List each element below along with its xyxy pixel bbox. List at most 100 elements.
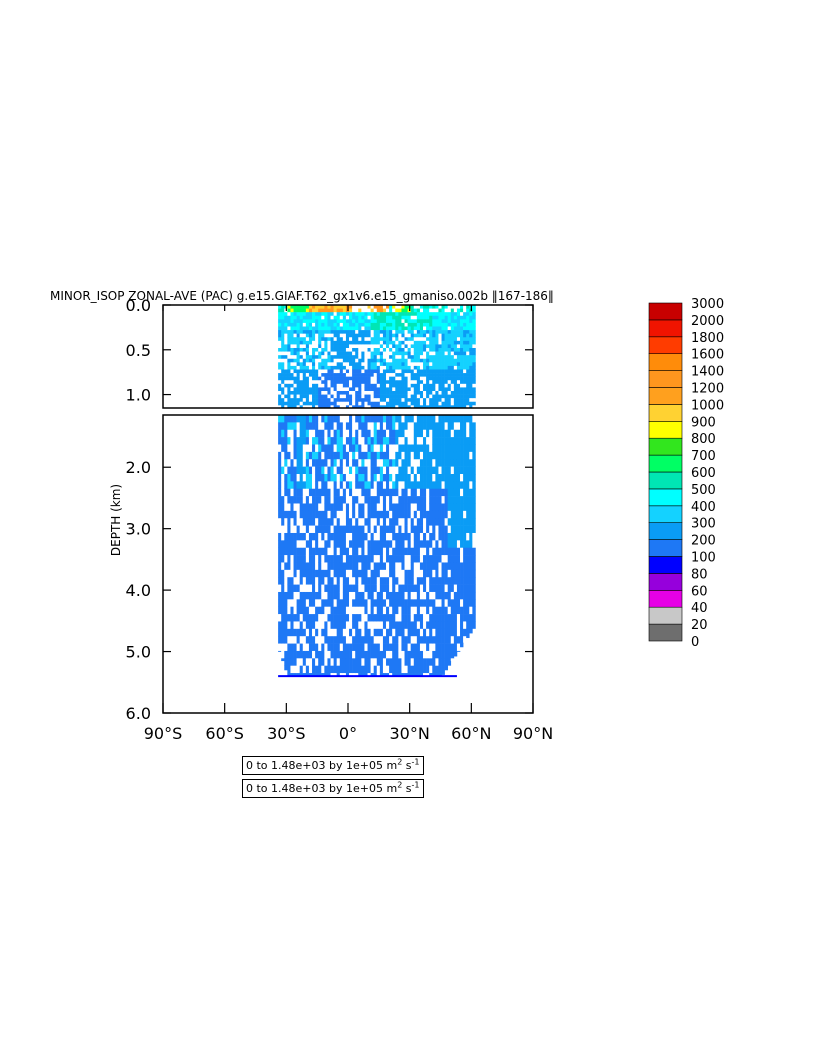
field-cell [416, 362, 421, 367]
field-cell [447, 373, 452, 377]
field-cell [278, 347, 282, 352]
field-cell [435, 405, 439, 408]
field-cell [296, 466, 300, 475]
field-cell [453, 362, 458, 367]
field-cell [345, 326, 350, 331]
field-cell [463, 380, 467, 385]
field-cell [342, 569, 347, 578]
field-cell [308, 473, 313, 482]
field-cell [456, 415, 461, 423]
field-cell [466, 362, 470, 367]
field-cell [398, 383, 402, 388]
field-cell [447, 496, 452, 504]
field-cell [423, 319, 427, 324]
field-cell [450, 466, 455, 475]
field-cell [416, 496, 421, 504]
field-cell [358, 315, 362, 320]
field-cell [339, 401, 344, 406]
field-cell [453, 643, 458, 652]
field-cell [404, 518, 408, 526]
field-cell [290, 376, 294, 381]
field-cell [349, 599, 353, 607]
field-cell [456, 308, 461, 313]
field-cell [299, 577, 304, 585]
field-cell [382, 308, 387, 313]
field-cell [416, 373, 421, 377]
field-cell [364, 326, 368, 331]
field-cell [336, 591, 341, 600]
field-cell [423, 584, 427, 593]
field-cell [438, 488, 442, 497]
field-cell [278, 405, 282, 408]
field-cell [373, 532, 378, 541]
field-cell [423, 532, 427, 541]
field-cell [364, 488, 368, 497]
field-cell [333, 305, 337, 309]
colorbar-label: 80 [691, 567, 708, 582]
field-cell [305, 532, 310, 541]
field-cell [345, 351, 350, 356]
field-cell [407, 481, 411, 490]
field-cell [345, 518, 350, 526]
field-cell [435, 562, 439, 571]
field-cell [463, 496, 467, 504]
field-cell [364, 308, 368, 313]
field-cell [423, 599, 427, 607]
field-cell [460, 330, 464, 334]
field-cell [324, 322, 328, 327]
field-cell [376, 351, 381, 356]
field-cell [426, 333, 430, 338]
field-cell [339, 584, 344, 593]
field-cell [302, 308, 307, 313]
field-cell [345, 614, 350, 622]
field-cell [308, 562, 313, 571]
field-cell [336, 628, 341, 637]
field-cell [435, 525, 439, 534]
field-cell [370, 312, 374, 317]
field-cell [364, 333, 368, 338]
field-cell [330, 599, 334, 607]
field-cell [321, 658, 325, 666]
field-cell [321, 510, 325, 519]
field-cell [278, 459, 282, 467]
field-cell [339, 319, 344, 324]
field-cell [308, 628, 313, 637]
field-cell [376, 405, 381, 408]
field-cell [463, 319, 467, 324]
field-cell [435, 365, 439, 370]
field-cell [305, 650, 310, 659]
field-cell [290, 383, 294, 388]
field-cell [472, 315, 476, 320]
field-cell [290, 308, 294, 313]
field-cell [318, 390, 322, 395]
field-cell [447, 312, 452, 317]
field-cell [361, 369, 365, 374]
field-cell [429, 326, 433, 331]
field-cell [333, 547, 337, 556]
field-cell [308, 333, 313, 338]
field-cell [278, 606, 282, 615]
field-cell [435, 488, 439, 497]
field-cell [463, 355, 467, 360]
field-cell [413, 369, 418, 374]
field-cell [435, 319, 439, 324]
field-cell [278, 394, 282, 399]
field-cell [398, 429, 402, 438]
field-cell [308, 665, 313, 674]
field-cell [376, 636, 381, 644]
field-cell [333, 555, 337, 563]
field-cell [389, 503, 393, 512]
field-cell [466, 355, 470, 360]
field-cell [438, 481, 442, 490]
field-cell [386, 540, 390, 549]
field-cell [401, 401, 405, 406]
field-cell [395, 319, 399, 324]
field-cell [419, 344, 424, 349]
field-cell [312, 401, 316, 406]
field-cell [327, 532, 331, 541]
field-cell [463, 547, 467, 556]
field-cell [305, 584, 310, 593]
field-cell [367, 473, 371, 482]
field-cell [327, 614, 331, 622]
field-cell [450, 312, 455, 317]
